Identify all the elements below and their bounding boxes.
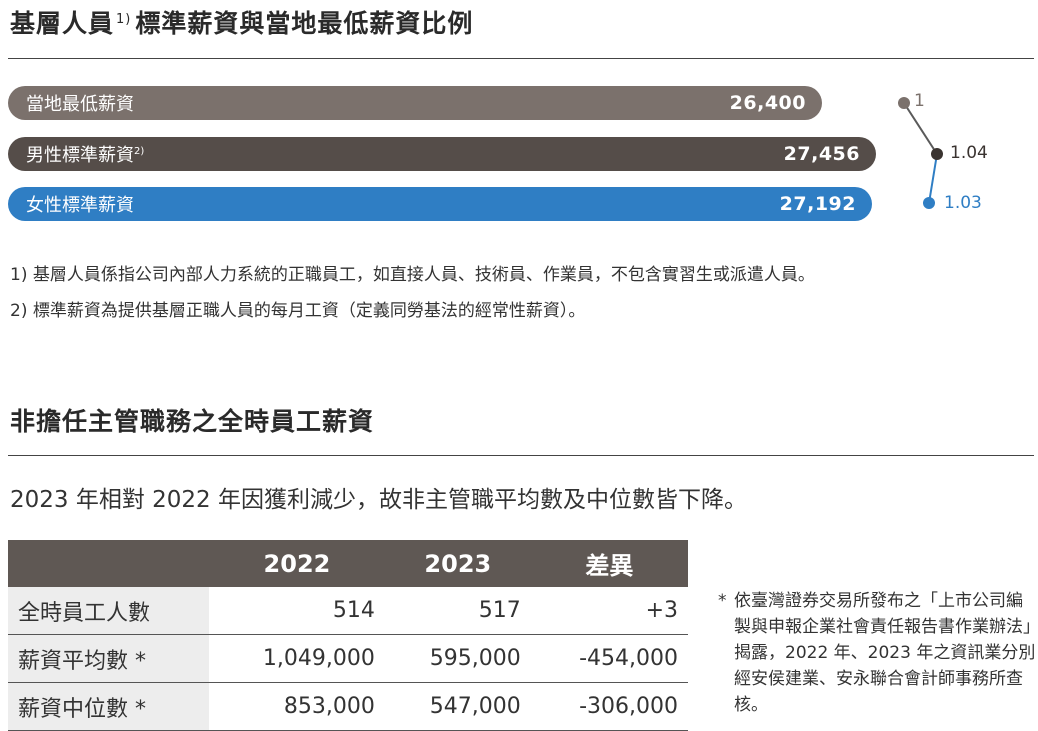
table-header-2022: 2022 xyxy=(209,540,385,587)
cell-2022: 853,000 xyxy=(209,682,385,731)
cell-2023: 595,000 xyxy=(384,634,531,683)
row-label: 薪資平均數 * xyxy=(8,634,209,683)
table-footnote: * 依臺灣證券交易所發布之「上市公司編製與申報企業社會責任報告書作業辦法」揭露，… xyxy=(718,588,1036,718)
section1-title-rest: 標準薪資與當地最低薪資比例 xyxy=(135,9,474,38)
ratio-label-male: 1.04 xyxy=(950,143,988,163)
section1-title-main: 基層人員 xyxy=(10,9,115,38)
section1-title-sup: 1) xyxy=(116,11,132,27)
table-row: 薪資平均數 * 1,049,000 595,000 -454,000 xyxy=(8,634,688,683)
cell-2023: 517 xyxy=(384,587,531,635)
bar-male-standard-value: 27,456 xyxy=(783,143,860,165)
note-1: 1) 基層人員係指公司內部人力系統的正職員工，如直接人員、技術員、作業員，不包含… xyxy=(10,265,815,285)
salary-table: 2022 2023 差異 全時員工人數 514 517 +3 薪資平均數 * 1… xyxy=(8,540,688,731)
bar-female-standard-label: 女性標準薪資 xyxy=(26,195,134,216)
ratio-dot-female xyxy=(923,197,935,209)
section1-title: 基層人員 1) 標準薪資與當地最低薪資比例 xyxy=(10,4,473,40)
bar-min-wage-label: 當地最低薪資 xyxy=(26,94,134,115)
section2-description: 2023 年相對 2022 年因獲利減少，故非主管職平均數及中位數皆下降。 xyxy=(10,487,747,513)
table-row: 薪資中位數 * 853,000 547,000 -306,000 xyxy=(8,682,688,731)
cell-diff: -454,000 xyxy=(530,634,688,683)
bar-min-wage-value: 26,400 xyxy=(729,92,806,114)
table-header-2023: 2023 xyxy=(384,540,531,587)
footnote-star: * xyxy=(718,591,727,611)
cell-2022: 514 xyxy=(209,587,385,635)
cell-2023: 547,000 xyxy=(384,682,531,731)
bar-min-wage: 當地最低薪資 26,400 xyxy=(8,86,822,120)
bar-female-standard-value: 27,192 xyxy=(779,193,856,215)
bar-male-standard-sup: 2) xyxy=(134,146,145,157)
ratio-dot-male xyxy=(931,148,943,160)
table-header-blank xyxy=(8,540,209,587)
row-label: 全時員工人數 xyxy=(8,587,209,635)
section2-divider xyxy=(8,455,1034,456)
cell-2022: 1,049,000 xyxy=(209,634,385,683)
ratio-line-1 xyxy=(903,102,938,155)
cell-diff: -306,000 xyxy=(530,682,688,731)
ratio-dot-min xyxy=(898,97,910,109)
bar-male-standard: 男性標準薪資2) 27,456 xyxy=(8,137,876,171)
ratio-line-2 xyxy=(928,153,938,204)
note-2: 2) 標準薪資為提供基層正職人員的每月工資（定義同勞基法的經常性薪資）。 xyxy=(10,301,586,321)
ratio-label-female: 1.03 xyxy=(944,193,982,213)
footnote-text: 依臺灣證券交易所發布之「上市公司編製與申報企業社會責任報告書作業辦法」揭露，20… xyxy=(734,591,1036,715)
cell-diff: +3 xyxy=(530,587,688,635)
table-row: 全時員工人數 514 517 +3 xyxy=(8,587,688,635)
table-header-diff: 差異 xyxy=(530,540,688,587)
bar-female-standard: 女性標準薪資 27,192 xyxy=(8,187,872,221)
bar-male-standard-label: 男性標準薪資2) xyxy=(26,145,145,166)
section1-divider xyxy=(8,58,1034,59)
section2-title: 非擔任主管職務之全時員工薪資 xyxy=(10,407,375,436)
row-label: 薪資中位數 * xyxy=(8,682,209,731)
table-header-row: 2022 2023 差異 xyxy=(8,540,688,587)
ratio-connector xyxy=(898,97,943,209)
ratio-label-min: 1 xyxy=(914,91,925,111)
